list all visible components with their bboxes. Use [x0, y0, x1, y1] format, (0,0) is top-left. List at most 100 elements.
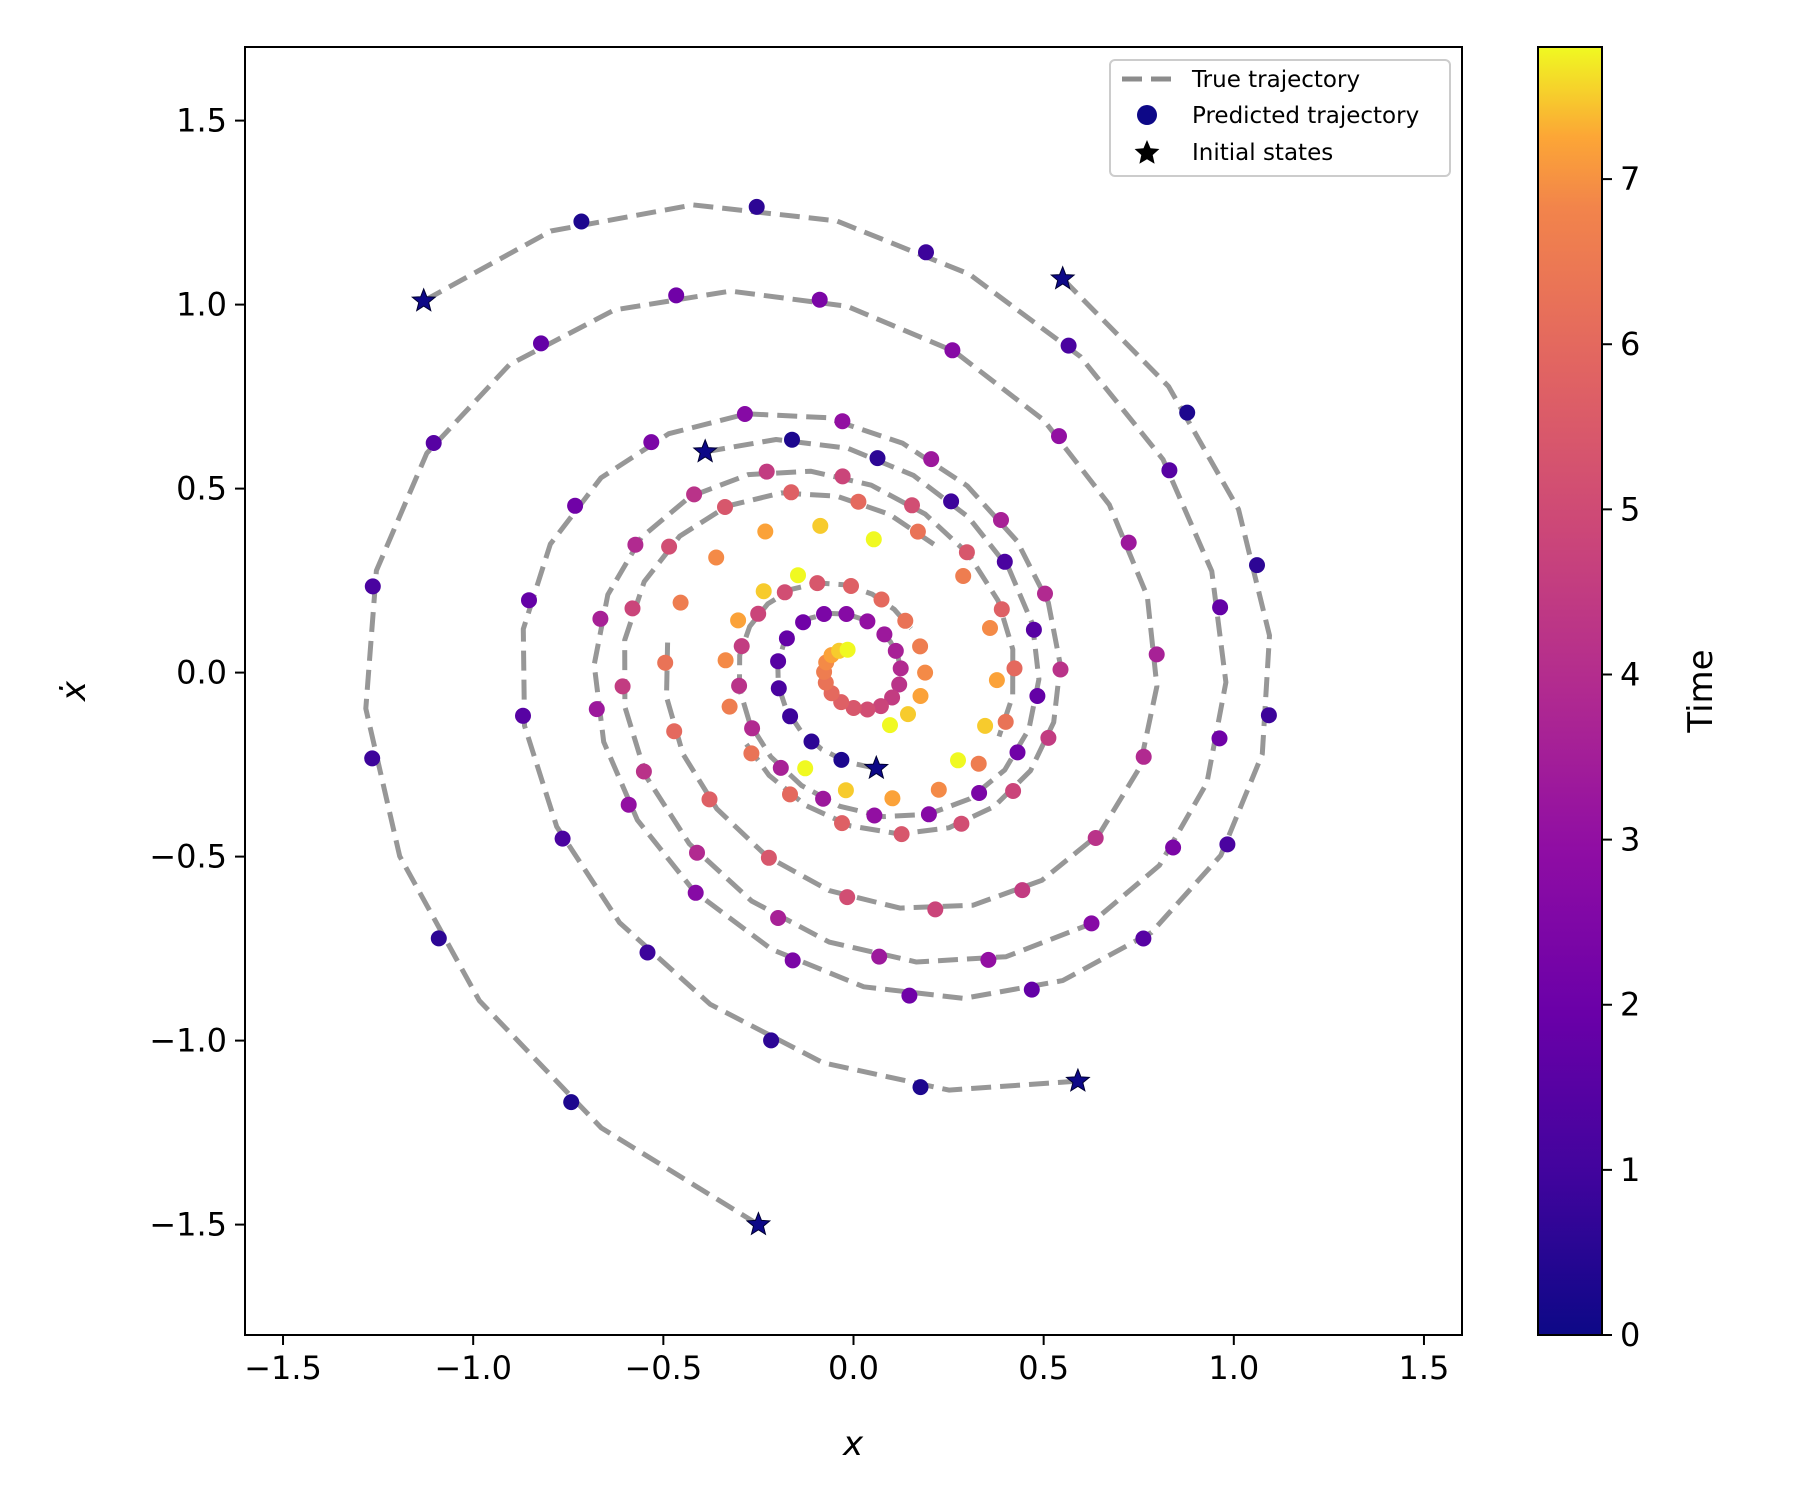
predicted-point	[950, 752, 966, 769]
predicted-point	[364, 750, 381, 767]
predicted-point	[803, 733, 820, 750]
y-tick-label: −1.5	[149, 1206, 227, 1244]
predicted-point	[797, 760, 814, 777]
predicted-point	[1148, 646, 1165, 663]
predicted-point	[563, 1094, 580, 1111]
legend-box	[1109, 59, 1451, 177]
initial-state-star-icon	[410, 287, 437, 312]
predicted-point	[1083, 915, 1100, 932]
predicted-point	[772, 759, 789, 776]
predicted-point	[865, 531, 882, 548]
predicted-point	[643, 434, 660, 451]
legend: True trajectory Predicted trajectory Ini…	[1109, 59, 1451, 177]
predicted-point	[573, 213, 590, 230]
predicted-point	[672, 594, 689, 611]
predicted-point	[1060, 337, 1077, 354]
predicted-point	[901, 987, 918, 1004]
predicted-point	[900, 706, 916, 723]
predicted-point	[721, 698, 738, 715]
true-trajectory-line	[591, 277, 1272, 1001]
predicted-point	[1120, 534, 1137, 551]
predicted-point	[757, 523, 774, 540]
true-trajectory-line	[363, 288, 1160, 1227]
predicted-point	[1135, 748, 1152, 765]
predicted-point	[944, 342, 961, 359]
true-trajectory-line	[520, 411, 1079, 1093]
x-tick-label: 0.0	[828, 1349, 879, 1387]
initial-state-star-icon	[745, 1211, 772, 1236]
predicted-point	[859, 613, 876, 630]
legend-star-icon	[1134, 140, 1160, 164]
predicted-point	[627, 536, 644, 553]
predicted-point	[731, 677, 748, 694]
predicted-point	[521, 592, 537, 609]
predicted-point	[1006, 660, 1023, 677]
predicted-point	[980, 951, 997, 968]
predicted-point	[988, 672, 1005, 689]
predicted-point	[882, 717, 898, 734]
predicted-point	[982, 620, 998, 636]
predicted-point	[876, 626, 893, 643]
predicted-point	[1165, 839, 1182, 856]
predicted-point	[1025, 621, 1042, 638]
predicted-point	[708, 549, 725, 566]
predicted-point	[567, 497, 584, 514]
x-tick-label: 0.5	[1018, 1349, 1069, 1387]
x-axis-ticks: −1.5 −1.0 −0.5 0.0 0.5 1.0 1.5	[244, 1335, 1449, 1387]
x-tick-label: −1.0	[434, 1349, 512, 1387]
x-tick-label: 1.0	[1208, 1349, 1259, 1387]
predicted-point	[748, 198, 765, 215]
colorbar-ticks: 0 1 2 3 4 5 6 7	[1602, 160, 1640, 1354]
predicted-point	[1052, 661, 1069, 678]
x-tick-label: 1.5	[1399, 1349, 1450, 1387]
colorbar-label: Time	[1681, 649, 1721, 733]
true-trajectory-line	[422, 202, 1229, 965]
predicted-point	[1040, 729, 1057, 746]
predicted-point	[872, 698, 889, 715]
predicted-point	[1260, 707, 1277, 724]
x-axis-label: x	[842, 1424, 864, 1464]
predicted-point	[790, 567, 806, 584]
predicted-point	[993, 601, 1010, 618]
y-tick-label: −1.0	[149, 1022, 227, 1060]
predicted-point	[958, 544, 975, 561]
predicted-point	[758, 463, 775, 480]
colorbar-tick-label: 7	[1620, 160, 1640, 198]
initial-state-star-icon	[863, 754, 889, 780]
predicted-point	[733, 638, 750, 655]
predicted-point	[809, 575, 826, 592]
predicted-point	[620, 796, 637, 813]
colorbar-tick-label: 0	[1620, 1316, 1640, 1354]
colorbar	[1537, 46, 1603, 1336]
predicted-point	[884, 790, 901, 807]
predicted-point	[838, 606, 855, 622]
predicted-point	[943, 493, 960, 510]
predicted-point	[843, 578, 859, 594]
predicted-point	[783, 484, 800, 501]
true-trajectories	[363, 202, 1272, 1227]
predicted-point	[892, 660, 909, 677]
y-tick-label: 0.0	[176, 654, 227, 692]
colorbar-tick-label: 4	[1620, 655, 1640, 693]
y-tick-label: 1.0	[176, 286, 227, 324]
predicted-point	[686, 486, 703, 503]
predicted-point	[839, 641, 856, 658]
predicted-point	[869, 450, 886, 467]
predicted-point	[1211, 730, 1228, 747]
predicted-point	[717, 499, 733, 515]
x-tick-label: −1.5	[244, 1349, 322, 1387]
predicted-point	[912, 1079, 929, 1096]
predicted-point	[970, 755, 987, 772]
predicted-point	[1161, 462, 1178, 479]
initial-state-star-icon	[1065, 1067, 1091, 1092]
predicted-point	[364, 578, 381, 595]
predicted-point	[1037, 585, 1053, 602]
predicted-point	[661, 538, 678, 555]
predicted-point	[784, 431, 800, 448]
predicted-point	[893, 826, 910, 843]
colorbar-tick-label: 3	[1620, 821, 1640, 859]
predicted-point	[1179, 404, 1196, 421]
predicted-point	[834, 413, 851, 430]
predicted-point	[639, 944, 656, 961]
